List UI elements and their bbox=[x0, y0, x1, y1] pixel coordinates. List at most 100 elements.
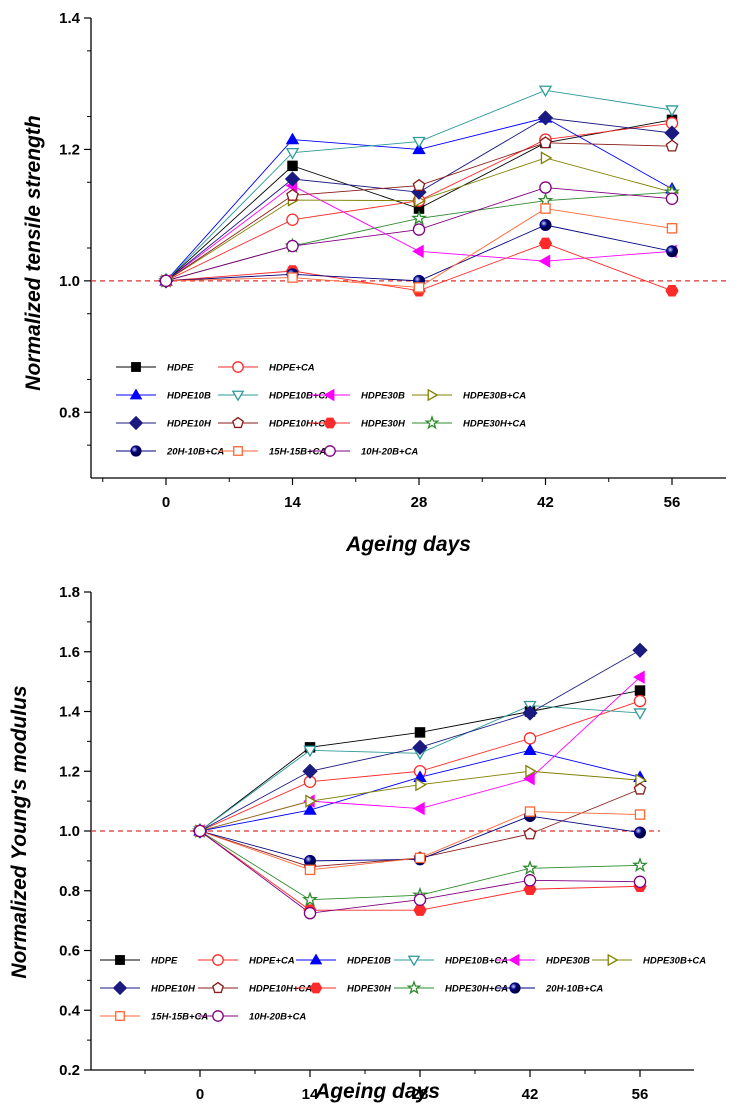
legend-label: HDPE10B bbox=[167, 391, 211, 402]
youngs-modulus-chart: 0.2 0.4 0.6 0.8 1.0 1.2 1.4 1.6 1.8 0 14 28 42 56 Norm… bbox=[8, 584, 706, 1103]
legend-marker-hdpe30h-ca bbox=[406, 980, 422, 995]
data-point-hdpe bbox=[414, 727, 426, 738]
legend-marker-hdpe10b bbox=[309, 953, 323, 965]
legend-marker-hdpe10b bbox=[129, 388, 143, 400]
legend-label: 15H-15B+CA bbox=[151, 1012, 208, 1023]
legend-label: HDPE30B bbox=[546, 956, 590, 967]
data-point-hdpe10b bbox=[303, 803, 317, 815]
data-point-10h-20b-ca bbox=[523, 874, 537, 887]
legend-item-hdpe10h: HDPE10H bbox=[100, 980, 196, 996]
legend-item-hdpe10b-ca: HDPE10B+CA bbox=[394, 956, 508, 967]
y-tick-label: 1.2 bbox=[59, 141, 80, 158]
tensile-strength-chart: 0.8 1.0 1.2 1.4 0 14 28 42 56 Normalized tensile … bbox=[22, 10, 726, 556]
legend-label: HDPE30H bbox=[361, 419, 406, 430]
x-tick-label: 28 bbox=[411, 494, 428, 511]
legend-item-hdpe10h-ca: HDPE10H+CA bbox=[198, 981, 312, 995]
legend-label: HDPE30H+CA bbox=[445, 984, 508, 995]
data-point-hdpe10h-ca bbox=[286, 188, 299, 201]
data-point-hdpe30h bbox=[538, 237, 553, 250]
y-tick-label: 1.2 bbox=[59, 763, 80, 780]
legend-marker-hdpe bbox=[131, 362, 141, 372]
y-axis-title: Normalized Young's modulus bbox=[8, 685, 31, 978]
data-point-hdpe30b bbox=[413, 801, 425, 816]
data-point-10h-20b-ca bbox=[633, 875, 647, 889]
data-point-hdpe10b-ca bbox=[633, 708, 647, 720]
data-point-hdpe30b-ca bbox=[540, 151, 553, 165]
legend-label: HDPE30H bbox=[347, 984, 392, 995]
legend-item-hdpe30b: HDPE30B bbox=[495, 953, 590, 967]
data-point-hdpe10b-ca bbox=[412, 136, 426, 149]
data-point-hdpe10h-ca bbox=[633, 782, 647, 795]
data-point-hdpe10b bbox=[412, 142, 426, 155]
data-point-15h-15b-ca bbox=[634, 809, 646, 820]
legend-label: HDPE10H bbox=[151, 984, 196, 995]
legend-label: HDPE10B+CA bbox=[269, 391, 332, 402]
data-point-hdpe10h-ca bbox=[539, 136, 552, 149]
data-point-hdpe-ca bbox=[286, 213, 299, 226]
legend-marker-10h-20b-ca bbox=[324, 445, 336, 457]
data-point-10h-20b-ca bbox=[193, 824, 207, 838]
data-point-15h-15b-ca bbox=[287, 272, 298, 283]
legend-label: HDPE30B bbox=[361, 391, 405, 402]
legend-label: HDPE30B+CA bbox=[643, 956, 706, 967]
data-point-hdpe10b bbox=[285, 132, 300, 145]
legend-item-hdpe10b-ca: HDPE10B+CA bbox=[218, 391, 332, 402]
data-point-hdpe30h-ca bbox=[411, 210, 427, 226]
x-tick-label: 56 bbox=[664, 494, 681, 511]
legend-marker-hdpe10b-ca bbox=[407, 955, 421, 967]
legend-item-hdpe30b-ca: HDPE30B+CA bbox=[412, 388, 526, 402]
data-point-15h-15b-ca bbox=[524, 806, 536, 817]
data-point-hdpe10b bbox=[523, 743, 537, 756]
legend-label: 10H-20B+CA bbox=[361, 447, 418, 458]
legend-marker-hdpe10h-ca bbox=[212, 981, 224, 994]
data-point-hdpe10h bbox=[284, 171, 301, 187]
legend-label: 15H-15B+CA bbox=[269, 447, 326, 458]
data-point-15h-15b-ca bbox=[304, 864, 316, 876]
data-point-hdpe bbox=[634, 685, 646, 696]
legend-item-10h-20b-ca: 10H-20B+CA bbox=[198, 1010, 306, 1023]
data-point-hdpe30b bbox=[412, 244, 424, 258]
data-point-hdpe30b-ca bbox=[415, 777, 427, 792]
legend-label: 20H-10B+CA bbox=[545, 984, 603, 995]
legend-label: HDPE10H+CA bbox=[269, 419, 332, 430]
legend-item-20h-10b-ca: 20H-10B+CA bbox=[116, 445, 224, 458]
legend-item-hdpe-ca: HDPE+CA bbox=[218, 361, 315, 374]
legend-marker-10h-20b-ca bbox=[212, 1010, 224, 1022]
legend-item-hdpe30h: HDPE30H bbox=[296, 982, 392, 995]
data-point-hdpe10b-ca bbox=[285, 147, 300, 160]
legend-item-20h-10b-ca: 20H-10B+CA bbox=[495, 982, 603, 995]
legend-marker-15h-15b-ca bbox=[115, 1011, 125, 1021]
legend-label: HDPE10H bbox=[167, 419, 212, 430]
legend-label: 20H-10B+CA bbox=[166, 447, 224, 458]
data-point-hdpe10h-ca bbox=[523, 827, 537, 840]
x-axis-title: Ageing days bbox=[345, 533, 471, 556]
legend-marker-hdpe30b-ca bbox=[607, 953, 619, 967]
data-point-hdpe30h bbox=[413, 904, 427, 916]
data-point-hdpe-ca bbox=[523, 732, 537, 745]
y-axis-title: Normalized tensile strength bbox=[22, 115, 45, 390]
data-point-hdpe10h bbox=[302, 763, 318, 779]
legend-marker-hdpe30h bbox=[309, 982, 323, 994]
legend-label: HDPE30H+CA bbox=[463, 419, 526, 430]
data-point-20h-10b-ca bbox=[539, 218, 552, 231]
legend-label: HDPE10H+CA bbox=[249, 984, 312, 995]
data-point-hdpe10b-ca bbox=[303, 745, 317, 758]
data-point-10h-20b-ca bbox=[412, 223, 426, 236]
legend-item-hdpe: HDPE bbox=[116, 362, 194, 374]
data-point-15h-15b-ca bbox=[413, 282, 425, 293]
legend-marker-hdpe30h-ca bbox=[424, 415, 440, 430]
legend-marker-hdpe30b bbox=[323, 388, 335, 402]
legend-label: HDPE30B+CA bbox=[463, 391, 526, 402]
legend-item-hdpe10b: HDPE10B bbox=[116, 388, 211, 402]
legend-marker-hdpe30b-ca bbox=[427, 388, 439, 402]
y-tick-label: 1.4 bbox=[59, 10, 81, 27]
data-point-hdpe30h-ca bbox=[522, 859, 538, 876]
data-point-hdpe30h bbox=[665, 284, 679, 297]
data-point-hdpe-ca bbox=[633, 694, 647, 708]
legend-item-hdpe10b: HDPE10B bbox=[296, 953, 391, 967]
legend-item-hdpe30b-ca: HDPE30B+CA bbox=[592, 953, 706, 967]
data-point-hdpe30b-ca bbox=[305, 794, 317, 808]
data-point-hdpe30h-ca bbox=[537, 192, 554, 208]
legend-marker-hdpe10h bbox=[128, 415, 144, 431]
